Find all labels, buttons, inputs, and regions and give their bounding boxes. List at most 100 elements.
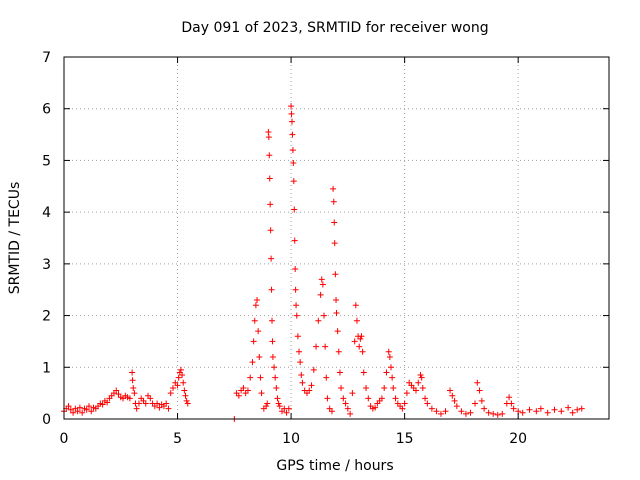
data-point [342,400,349,407]
data-point [389,374,396,381]
data-point [308,382,315,389]
data-point [170,384,176,391]
data-point [313,343,320,350]
data-point [74,408,81,415]
data-point [288,103,295,110]
data-point [296,348,303,355]
y-tick-labels: 0 1 2 3 4 5 6 7 [42,50,51,428]
data-point [269,338,276,345]
data-point [83,406,90,413]
data-point [351,338,358,345]
y-tick-label: 0 [42,412,51,428]
data-point [258,390,265,397]
data-point [331,219,338,226]
data-point [330,185,337,192]
data-point [275,400,282,407]
data-point [294,333,301,340]
data-point [256,353,263,360]
data-point [88,408,95,415]
data-point [182,392,189,399]
data-point [365,395,372,402]
data-point [399,405,406,412]
data-point [310,366,317,373]
data-point [104,399,111,406]
data-point [537,405,544,412]
data-point [292,266,299,273]
data-point [357,335,364,342]
data-point [181,387,188,394]
data-point [333,297,340,304]
data-point [251,317,258,324]
data-point [462,410,469,417]
data-point [131,390,138,397]
data-point [340,395,347,402]
data-point [79,409,86,416]
data-point [415,379,422,386]
data-point [510,405,517,412]
y-axis-label: SRMTID / TECUs [7,182,23,295]
data-point [360,369,367,376]
data-point [271,364,278,371]
grid-lines [64,57,609,419]
data-point [569,409,576,416]
data-point [177,366,184,373]
data-point [424,400,431,407]
data-point [378,395,385,402]
data-point [290,178,297,185]
data-point [113,387,120,394]
data-point [476,387,483,394]
data-point [273,384,280,391]
data-point [288,118,295,125]
data-point [240,384,247,391]
data-point [385,348,392,355]
data-point [359,348,366,355]
data-point [451,397,458,404]
data-point [390,384,397,391]
data-point [266,175,273,182]
data-point [353,317,360,324]
data-point [335,348,342,355]
data-point [332,271,339,278]
data-point [285,405,292,412]
data-point [179,372,186,379]
data-point [437,410,444,417]
data-point [154,400,161,407]
data-point [276,403,283,410]
data-point [283,409,290,416]
data-point [485,409,492,416]
data-point [299,379,306,386]
data-point [235,392,242,399]
data-point [318,276,325,283]
data-point [263,403,270,410]
x-tick-label: 0 [60,431,69,447]
data-point [174,382,181,389]
data-point [323,374,330,381]
data-point [268,286,275,293]
data-point [133,405,140,412]
data-point [76,404,83,411]
data-point [338,384,345,391]
data-point [65,403,72,410]
data-point [458,408,465,415]
data-point [267,227,274,234]
data-point [247,374,254,381]
data-point [267,201,274,208]
data-point [183,397,190,404]
data-point [472,400,479,407]
data-point [244,387,251,394]
data-point [381,384,388,391]
data-point [252,302,259,309]
data-point [85,403,92,410]
data-point [274,395,281,402]
data-point [558,408,565,415]
data-point [578,405,585,412]
data-point [481,405,488,412]
data-point [289,131,296,138]
data-point [99,401,106,408]
data-point [163,400,170,407]
data-point [401,400,408,407]
x-tick-labels: 0 5 10 15 20 [60,431,528,447]
data-point [349,390,356,397]
data-point [317,291,324,298]
data-point [264,400,271,407]
